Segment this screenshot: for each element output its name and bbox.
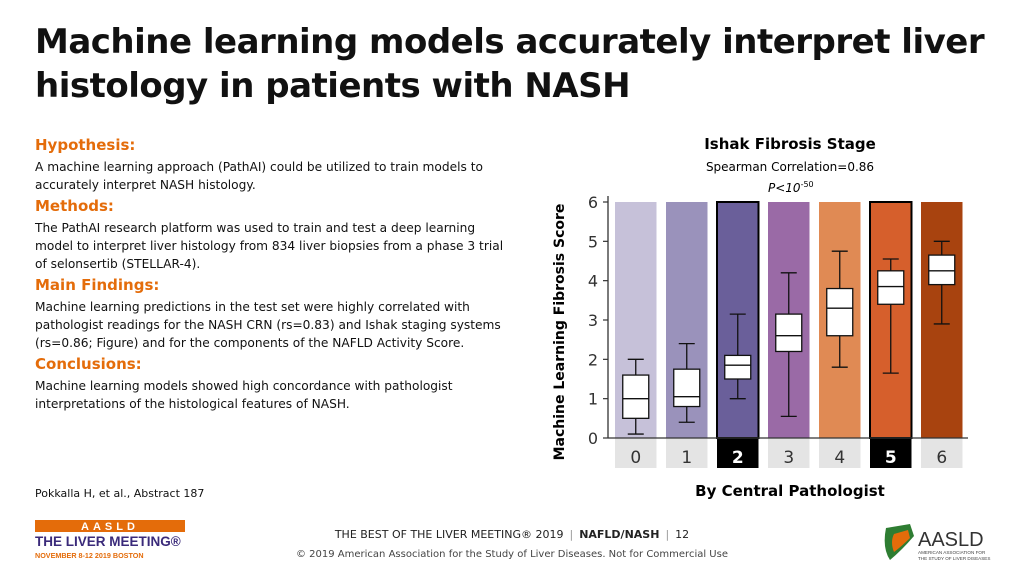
y-tick-label: 6: [588, 193, 598, 212]
category-label-cell-3: [768, 438, 810, 468]
footer-page-number: 12: [675, 528, 690, 541]
x-tick-label: 4: [834, 448, 845, 468]
category-label-cell-5: [870, 438, 912, 468]
aasld-logo-tagline-2: THE STUDY OF LIVER DISEASES: [918, 556, 990, 561]
box-iqr: [928, 254, 956, 286]
logo-line-2: THE LIVER MEETING®: [35, 534, 181, 549]
x-tick-label: 1: [681, 448, 692, 468]
category-label-cell-4: [819, 438, 861, 468]
footer-separator: |: [665, 528, 670, 541]
y-tick-label: 2: [588, 350, 598, 369]
aasld-logo-name: AASLD: [918, 529, 984, 551]
summary-panel: Hypothesis: A machine learning approach …: [35, 136, 505, 416]
logo-line-3: NOVEMBER 8-12 2019 BOSTON: [35, 551, 144, 560]
liver-meeting-logo: AASLD THE LIVER MEETING® NOVEMBER 8-12 2…: [35, 520, 185, 560]
slide-title: Machine learning models accurately inter…: [35, 22, 985, 106]
x-tick-label: 6: [936, 448, 947, 468]
x-tick-label: 0: [630, 448, 641, 468]
aasld-logo: AASLD AMERICAN ASSOCIATION FOR THE STUDY…: [884, 524, 990, 561]
x-tick-label: 3: [783, 448, 794, 468]
box-iqr: [673, 368, 701, 408]
p-value-exponent: -50: [800, 180, 814, 189]
chart-p-value: P<10-50: [716, 176, 928, 197]
liver-leaf-inner-icon: [892, 530, 910, 552]
section-conclusions: Conclusions: Machine learning models sho…: [35, 355, 505, 413]
chart-x-axis-label: By Central Pathologist: [695, 482, 885, 500]
footer-separator: |: [569, 528, 574, 541]
footer-meeting: THE BEST OF THE LIVER MEETING® 2019: [334, 528, 564, 541]
logo-line-1: AASLD: [81, 521, 139, 533]
category-label-cell-2: [717, 438, 759, 468]
box-iqr: [724, 354, 752, 380]
y-tick-label: 1: [588, 390, 598, 409]
section-text: The PathAI research platform was used to…: [35, 221, 504, 271]
footer-topic: NAFLD/NASH: [579, 528, 660, 541]
chart-title: Ishak Fibrosis Stage: [704, 135, 876, 153]
category-label-cell-0: [615, 438, 657, 468]
chart-subtitle: Spearman Correlation=0.86: [705, 160, 875, 174]
footer-copyright: © 2019 American Association for the Stud…: [296, 549, 728, 560]
section-text: Machine learning models showed high conc…: [35, 379, 453, 411]
box-iqr: [622, 374, 650, 419]
y-tick-label: 4: [588, 272, 598, 291]
section-methods: Methods: The PathAI research platform wa…: [35, 197, 505, 273]
x-tick-label: 5: [885, 448, 897, 468]
section-heading: Main Findings:: [35, 276, 160, 294]
section-main-findings: Main Findings: Machine learning predicti…: [35, 276, 505, 352]
section-heading: Conclusions:: [35, 355, 142, 373]
aasld-logo-tagline-1: AMERICAN ASSOCIATION FOR: [918, 550, 986, 555]
section-heading: Methods:: [35, 197, 114, 215]
box-iqr: [826, 287, 854, 337]
y-tick-label: 0: [588, 429, 598, 448]
x-tick-label: 2: [732, 448, 744, 468]
box-iqr: [775, 313, 803, 353]
section-text: Machine learning predictions in the test…: [35, 300, 501, 350]
section-hypothesis: Hypothesis: A machine learning approach …: [35, 136, 505, 194]
category-label-cell-6: [921, 438, 963, 468]
reference: Pokkalla H, et al., Abstract 187: [35, 487, 205, 500]
box-iqr: [877, 270, 905, 305]
y-tick-label: 5: [588, 232, 598, 251]
logo-band: [35, 520, 185, 532]
section-text: A machine learning approach (PathAI) cou…: [35, 160, 483, 192]
section-heading: Hypothesis:: [35, 136, 136, 154]
p-value-prefix: P<10: [768, 181, 801, 195]
category-label-cell-1: [666, 438, 708, 468]
footer-line: THE BEST OF THE LIVER MEETING® 2019 | NAFL…: [0, 528, 1024, 541]
y-tick-label: 3: [588, 311, 598, 330]
